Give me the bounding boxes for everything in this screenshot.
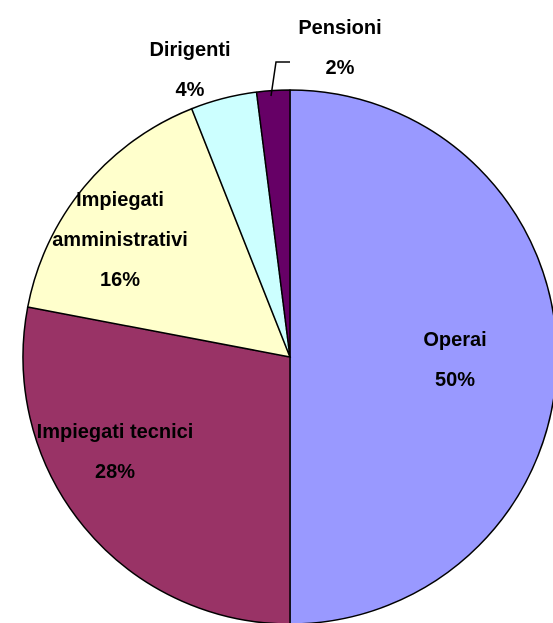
value-label: 16% bbox=[99, 269, 141, 291]
pie-slice bbox=[22, 306, 291, 623]
slice-label: Impiegati tecnici 28% bbox=[37, 412, 194, 492]
value-label: 4% bbox=[175, 79, 205, 101]
slice-label: Impiegati amministrativi 16% bbox=[35, 180, 205, 300]
value-label: 28% bbox=[94, 461, 136, 483]
value-label: 50% bbox=[434, 369, 476, 391]
category-label: Pensioni bbox=[298, 17, 382, 39]
category-label: Impiegati amministrativi bbox=[52, 189, 188, 251]
slice-label: Dirigenti 4% bbox=[149, 30, 230, 110]
slice-label: Operai 50% bbox=[423, 320, 486, 400]
leader-line bbox=[270, 61, 290, 97]
value-label: 2% bbox=[325, 57, 355, 79]
category-label: Dirigenti bbox=[149, 39, 231, 61]
category-label: Operai bbox=[423, 329, 487, 351]
pie-slice bbox=[26, 107, 292, 358]
pie-slice bbox=[255, 89, 291, 358]
slice-label: Pensioni 2% bbox=[298, 8, 381, 88]
category-label: Impiegati tecnici bbox=[36, 421, 194, 443]
pie-slice bbox=[289, 89, 553, 623]
